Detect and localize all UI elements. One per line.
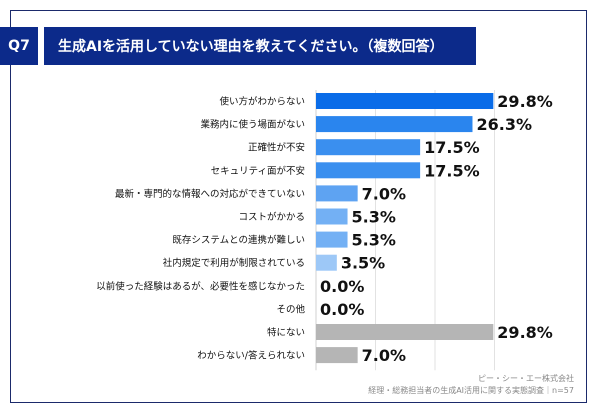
value-label: 17.5% [424, 138, 480, 157]
value-label: 29.8% [497, 323, 553, 342]
bar [316, 208, 348, 225]
value-label: 5.3% [352, 208, 396, 227]
value-label: 3.5% [341, 254, 385, 273]
question-number: Q7 [0, 27, 38, 65]
value-label: 29.8% [497, 92, 553, 111]
bar [316, 139, 421, 156]
value-label: 7.0% [362, 346, 406, 365]
category-label: その他 [276, 303, 305, 315]
value-label: 26.3% [476, 115, 532, 134]
category-label: 以前使った経験はあるが、必要性を感じなかった [96, 280, 305, 292]
category-label: コストがかかる [238, 211, 305, 223]
category-label: 最新・専門的な情報への対応ができていない [115, 188, 305, 200]
bar [316, 162, 421, 179]
source-company: ピー・シー・エー株式会社 [478, 374, 574, 383]
category-label: 使い方がわからない [219, 96, 305, 108]
category-label: 業務内に使う場面がない [200, 119, 305, 131]
bar [316, 185, 358, 202]
category-label: セキュリティ面が不安 [211, 165, 305, 177]
chart-title: 生成AIを活用していない理由を教えてください。（複数回答） [44, 27, 476, 65]
bar [316, 231, 348, 248]
chart-frame [10, 10, 587, 403]
value-label: 5.3% [352, 231, 396, 250]
value-label: 0.0% [320, 300, 364, 319]
value-label: 7.0% [362, 184, 406, 203]
source-survey: 経理・総務担当者の生成AI活用に関する実態調査｜n=57 [368, 386, 574, 395]
bar [316, 116, 473, 133]
category-label: 社内規定で利用が制限されている [163, 257, 305, 269]
bar [316, 93, 494, 109]
bar [316, 324, 494, 340]
value-label: 0.0% [320, 277, 364, 296]
bar [316, 347, 358, 364]
value-label: 17.5% [424, 161, 480, 180]
category-label: わからない/答えられない [197, 350, 305, 362]
category-label: 特にない [267, 327, 305, 339]
category-label: 既存システムとの連携が難しい [172, 234, 305, 246]
bar [316, 254, 337, 271]
category-label: 正確性が不安 [248, 142, 305, 154]
